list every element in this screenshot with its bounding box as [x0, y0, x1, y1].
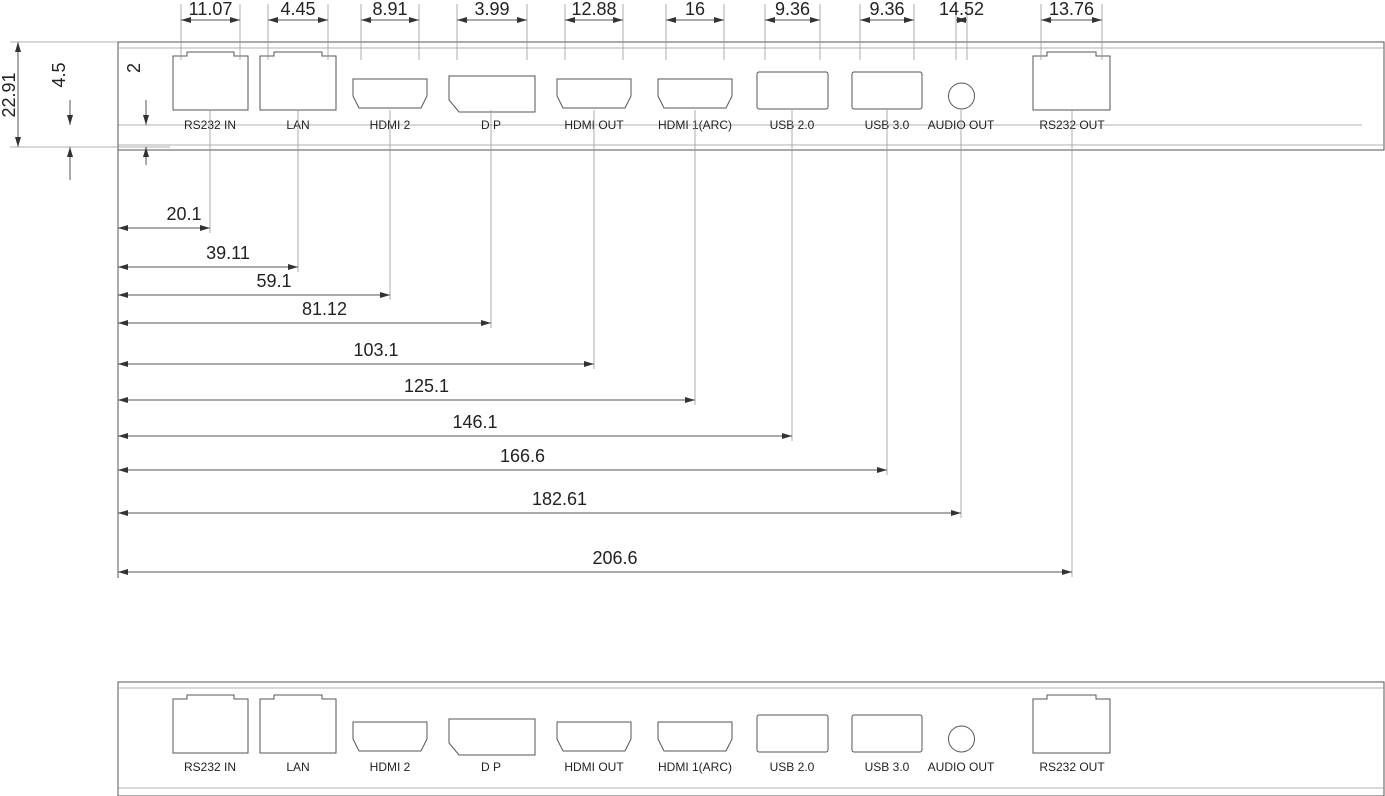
port-label: RS232 IN [184, 760, 236, 774]
bottom-panel [117, 681, 1385, 796]
usb-port [851, 714, 923, 753]
width-dimension: 4.45 [280, 0, 315, 19]
hdmi-port [657, 721, 733, 752]
width-dimension: 9.36 [775, 0, 810, 19]
width-dimension: 16 [685, 0, 705, 19]
rj45-port [1032, 694, 1111, 754]
side-dimension: 4.5 [49, 62, 69, 87]
port-label: RS232 OUT [1039, 760, 1105, 774]
offset-dimension: 166.6 [500, 446, 545, 466]
offset-dimension: 20.1 [166, 204, 201, 224]
offset-dimension: 39.11 [206, 243, 250, 263]
usb-port [756, 714, 829, 753]
offset-dimension: 206.6 [592, 548, 637, 568]
width-dimension: 12.88 [571, 0, 616, 19]
port-label: USB 3.0 [865, 760, 910, 774]
width-dimension: 9.36 [869, 0, 904, 19]
hdmi-port [556, 721, 632, 752]
port-label: AUDIO OUT [928, 760, 995, 774]
port-label: HDMI OUT [564, 760, 624, 774]
side-dimension: 22.91 [0, 72, 19, 117]
audio-jack [948, 82, 975, 110]
width-dimension: 13.76 [1049, 0, 1094, 19]
port-label: HDMI 1(ARC) [658, 760, 732, 774]
offset-dimension: 146.1 [452, 412, 497, 432]
offset-dimension: 81.12 [302, 299, 347, 319]
audio-jack [948, 725, 975, 753]
hdmi-port [657, 78, 733, 109]
port-label: D P [481, 760, 501, 774]
width-dimension: 8.91 [372, 0, 407, 19]
offset-dimension: 125.1 [404, 376, 449, 396]
hdmi-port [352, 721, 428, 752]
rj45-port [1032, 51, 1111, 111]
displayport [448, 75, 536, 113]
rj45-port [172, 694, 249, 754]
offset-dimension: 182.61 [532, 489, 587, 509]
hdmi-port [556, 78, 632, 109]
displayport [448, 718, 536, 756]
rj45-port [259, 51, 337, 111]
side-dimension: 2 [124, 63, 144, 73]
offset-dimension: 59.1 [256, 271, 291, 291]
width-dimension: 3.99 [474, 0, 509, 19]
rj45-port [259, 694, 337, 754]
top-panel [117, 41, 1385, 151]
width-dimension: 14.52 [939, 0, 984, 19]
port-label: LAN [286, 760, 309, 774]
usb-port [851, 71, 923, 110]
rj45-port [172, 51, 249, 111]
port-label: USB 2.0 [770, 760, 815, 774]
width-dimension: 11.07 [189, 0, 233, 19]
offset-dimension: 103.1 [353, 340, 398, 360]
port-label: HDMI 2 [370, 760, 411, 774]
usb-port [756, 71, 829, 110]
hdmi-port [352, 78, 428, 109]
